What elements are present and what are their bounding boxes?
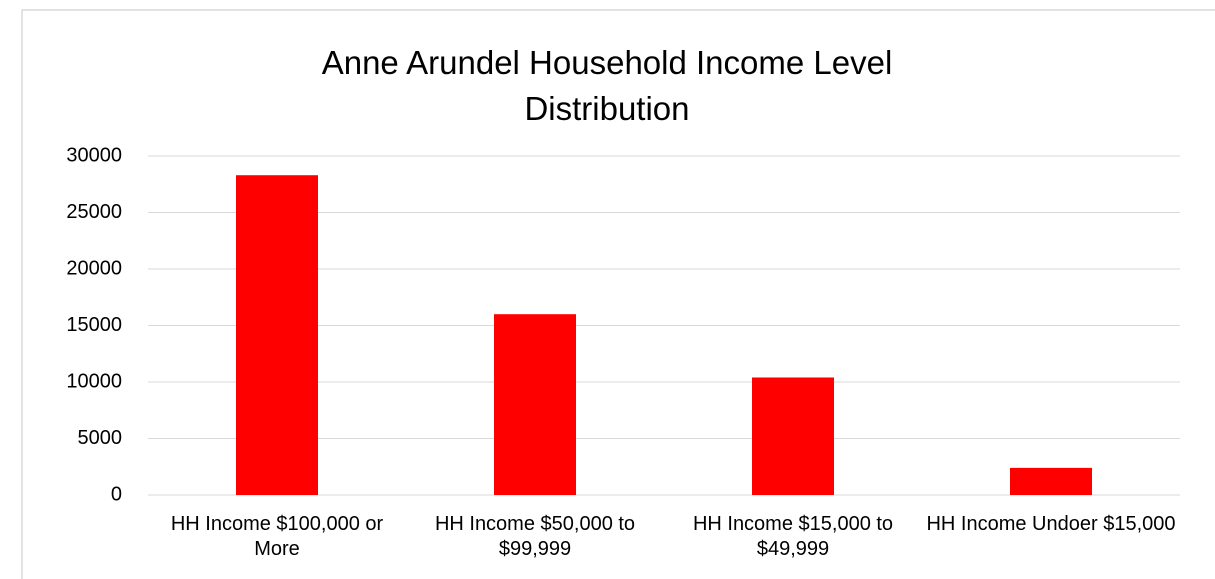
chart-title: Anne Arundel Household Income Level Dist… (321, 44, 893, 127)
bar (1010, 467, 1092, 495)
bar (494, 314, 576, 495)
y-tick-label: 15000 (66, 314, 122, 336)
x-tick-label: HH Income $100,000 or More (170, 513, 384, 560)
y-tick-label: 5000 (78, 427, 123, 449)
bar (236, 175, 318, 495)
x-tick-label: HH Income Undoer $15,000 (926, 513, 1176, 535)
y-tick-label: 10000 (66, 370, 122, 392)
y-tick-label: 0 (111, 483, 122, 505)
x-tick-label: HH Income $50,000 to $99,999 (434, 513, 636, 560)
x-tick-label: HH Income $15,000 to $49,999 (692, 513, 894, 560)
y-tick-label: 30000 (66, 144, 122, 166)
bar (752, 377, 834, 495)
y-tick-label: 25000 (66, 201, 122, 223)
y-tick-label: 20000 (66, 257, 122, 279)
